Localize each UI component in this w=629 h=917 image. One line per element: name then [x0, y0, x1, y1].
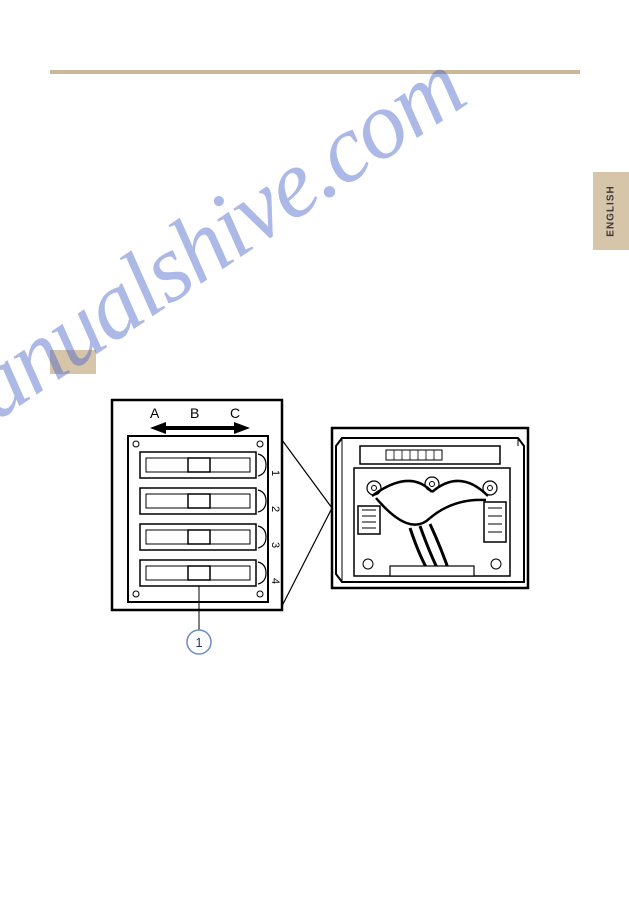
language-tab: ENGLISH — [593, 172, 629, 250]
section-marker-block — [50, 350, 96, 374]
connector-line — [282, 508, 332, 606]
arrow-head-right — [234, 422, 250, 434]
row-label: 3 — [269, 542, 281, 548]
callout-number: 1 — [195, 635, 202, 650]
diagram-svg: A B C 1 2 — [110, 398, 530, 658]
connector-line — [282, 440, 332, 508]
col-label: B — [190, 405, 199, 421]
row-label: 4 — [269, 578, 281, 584]
diagram-container: A B C 1 2 — [110, 398, 530, 658]
top-rule — [50, 70, 580, 74]
enclosure-drawing — [336, 438, 524, 582]
row-label: 2 — [269, 506, 281, 512]
arrow-head-left — [150, 422, 166, 434]
col-label: C — [230, 405, 240, 421]
col-label: A — [150, 405, 160, 421]
language-tab-label: ENGLISH — [606, 185, 617, 236]
row-label: 1 — [269, 470, 281, 476]
